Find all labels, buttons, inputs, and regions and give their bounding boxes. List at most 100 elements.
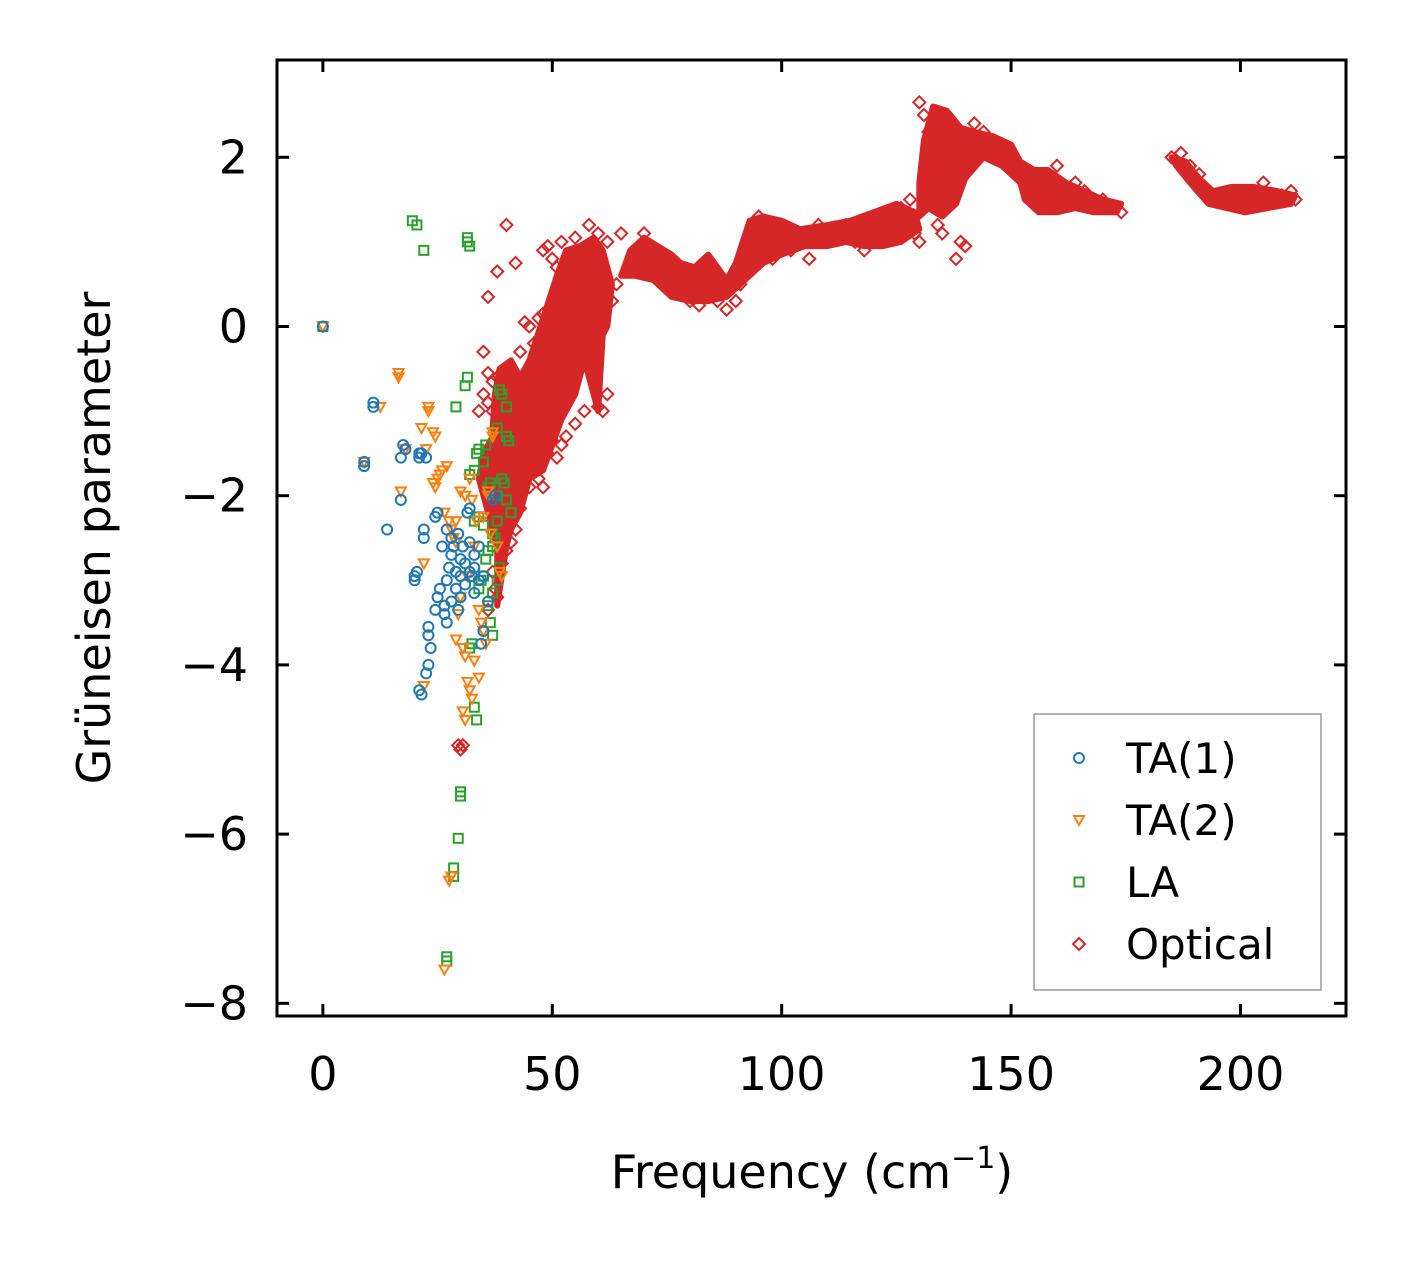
optical-point (1191, 166, 1207, 182)
optical-point (1031, 192, 1047, 208)
optical-point (549, 450, 565, 466)
optical-point (540, 412, 556, 427)
optical-point (1040, 175, 1056, 191)
optical-point (792, 226, 808, 241)
ta-2-point (456, 642, 470, 656)
la-point (480, 553, 492, 565)
legend-marker (1073, 752, 1085, 764)
y-axis-ticks: −8 −6 −4 −2 0 2 (180, 130, 1346, 1030)
optical-point (554, 234, 569, 250)
ta-1-point (440, 523, 453, 536)
optical-point (682, 293, 698, 309)
optical-point (512, 500, 528, 516)
optical-point (521, 479, 537, 495)
optical-point (939, 200, 955, 216)
ta-1-point (477, 625, 490, 638)
ta-1-point (452, 527, 465, 540)
optical-point (1095, 192, 1111, 208)
optical-point (1012, 166, 1028, 182)
optical-point (567, 230, 583, 246)
optical-point (829, 226, 845, 241)
la-point (487, 587, 499, 599)
optical-point (508, 522, 523, 537)
ta-1-point (463, 565, 476, 578)
optical-point (1077, 183, 1092, 199)
optical-point (921, 124, 936, 140)
y-tick-label: 2 (219, 130, 248, 184)
optical-point (719, 302, 735, 317)
la-point (477, 456, 489, 468)
optical-point (976, 124, 991, 140)
la-point (487, 629, 499, 641)
la-point (459, 380, 471, 392)
optical-point (691, 297, 707, 313)
optical-point (774, 217, 790, 233)
la-point (503, 435, 515, 447)
ta-1-point (394, 493, 407, 506)
optical-point (1182, 158, 1198, 174)
optical-point (801, 251, 817, 267)
optical-point (765, 251, 780, 267)
ta-2-point (417, 558, 431, 571)
la-point (452, 832, 464, 844)
optical-point (581, 217, 597, 233)
ta-2-point (476, 511, 491, 524)
optical-point (856, 242, 872, 258)
optical-point (957, 238, 973, 254)
ta-1-point (468, 586, 481, 599)
optical-point (838, 217, 854, 233)
optical-point (535, 242, 551, 258)
optical-point (1022, 183, 1037, 199)
optical-point (1003, 149, 1019, 165)
ta-1-point (438, 608, 451, 621)
ta-1-point (433, 582, 446, 595)
optical-point (930, 116, 946, 131)
ta-2-point (428, 482, 442, 495)
optical-point (526, 369, 542, 385)
ta-2-point (440, 461, 454, 474)
ta-2-point (465, 494, 479, 507)
optical-point (503, 534, 519, 550)
optical-point (994, 141, 1010, 157)
ta-2-point (483, 528, 498, 541)
optical-point (627, 242, 643, 258)
ta-2-point (391, 372, 406, 385)
x-axis-title-superscript: −1 (951, 1141, 995, 1176)
optical-point (957, 149, 973, 165)
ta-1-point (463, 536, 476, 549)
optical-dense-band (618, 200, 923, 305)
optical-point (751, 209, 767, 224)
x-tick-label: 50 (523, 1047, 582, 1101)
optical-point (755, 234, 771, 250)
optical-point (966, 116, 982, 131)
la-point (468, 701, 480, 713)
optical-point (489, 589, 505, 605)
x-tick-label: 100 (738, 1047, 826, 1101)
ta-1-point (399, 443, 412, 456)
ta-2-point (479, 638, 493, 651)
legend-frame (1033, 713, 1322, 991)
optical-point (535, 395, 551, 411)
ta-1-point (420, 667, 433, 680)
optical-point (512, 344, 528, 360)
ta-1-point (463, 502, 476, 515)
ta-2-point (435, 465, 449, 478)
ta-2-point (394, 486, 408, 499)
optical-point (1219, 192, 1235, 208)
optical-dense-region (475, 103, 1299, 609)
optical-point (549, 259, 565, 275)
optical-point (948, 166, 964, 182)
ta-1-point (408, 574, 421, 587)
ta-2-point (414, 423, 429, 436)
ta-1-point (422, 620, 435, 633)
optical-point (1049, 158, 1065, 174)
optical-point (567, 416, 583, 432)
ta-1-point (420, 451, 433, 464)
optical-point (471, 403, 487, 419)
optical-point (450, 737, 466, 753)
la-point (455, 790, 467, 802)
optical-point (1210, 187, 1225, 203)
optical-point (455, 737, 471, 753)
y-axis-title: Grüneisen parameter (67, 291, 121, 784)
